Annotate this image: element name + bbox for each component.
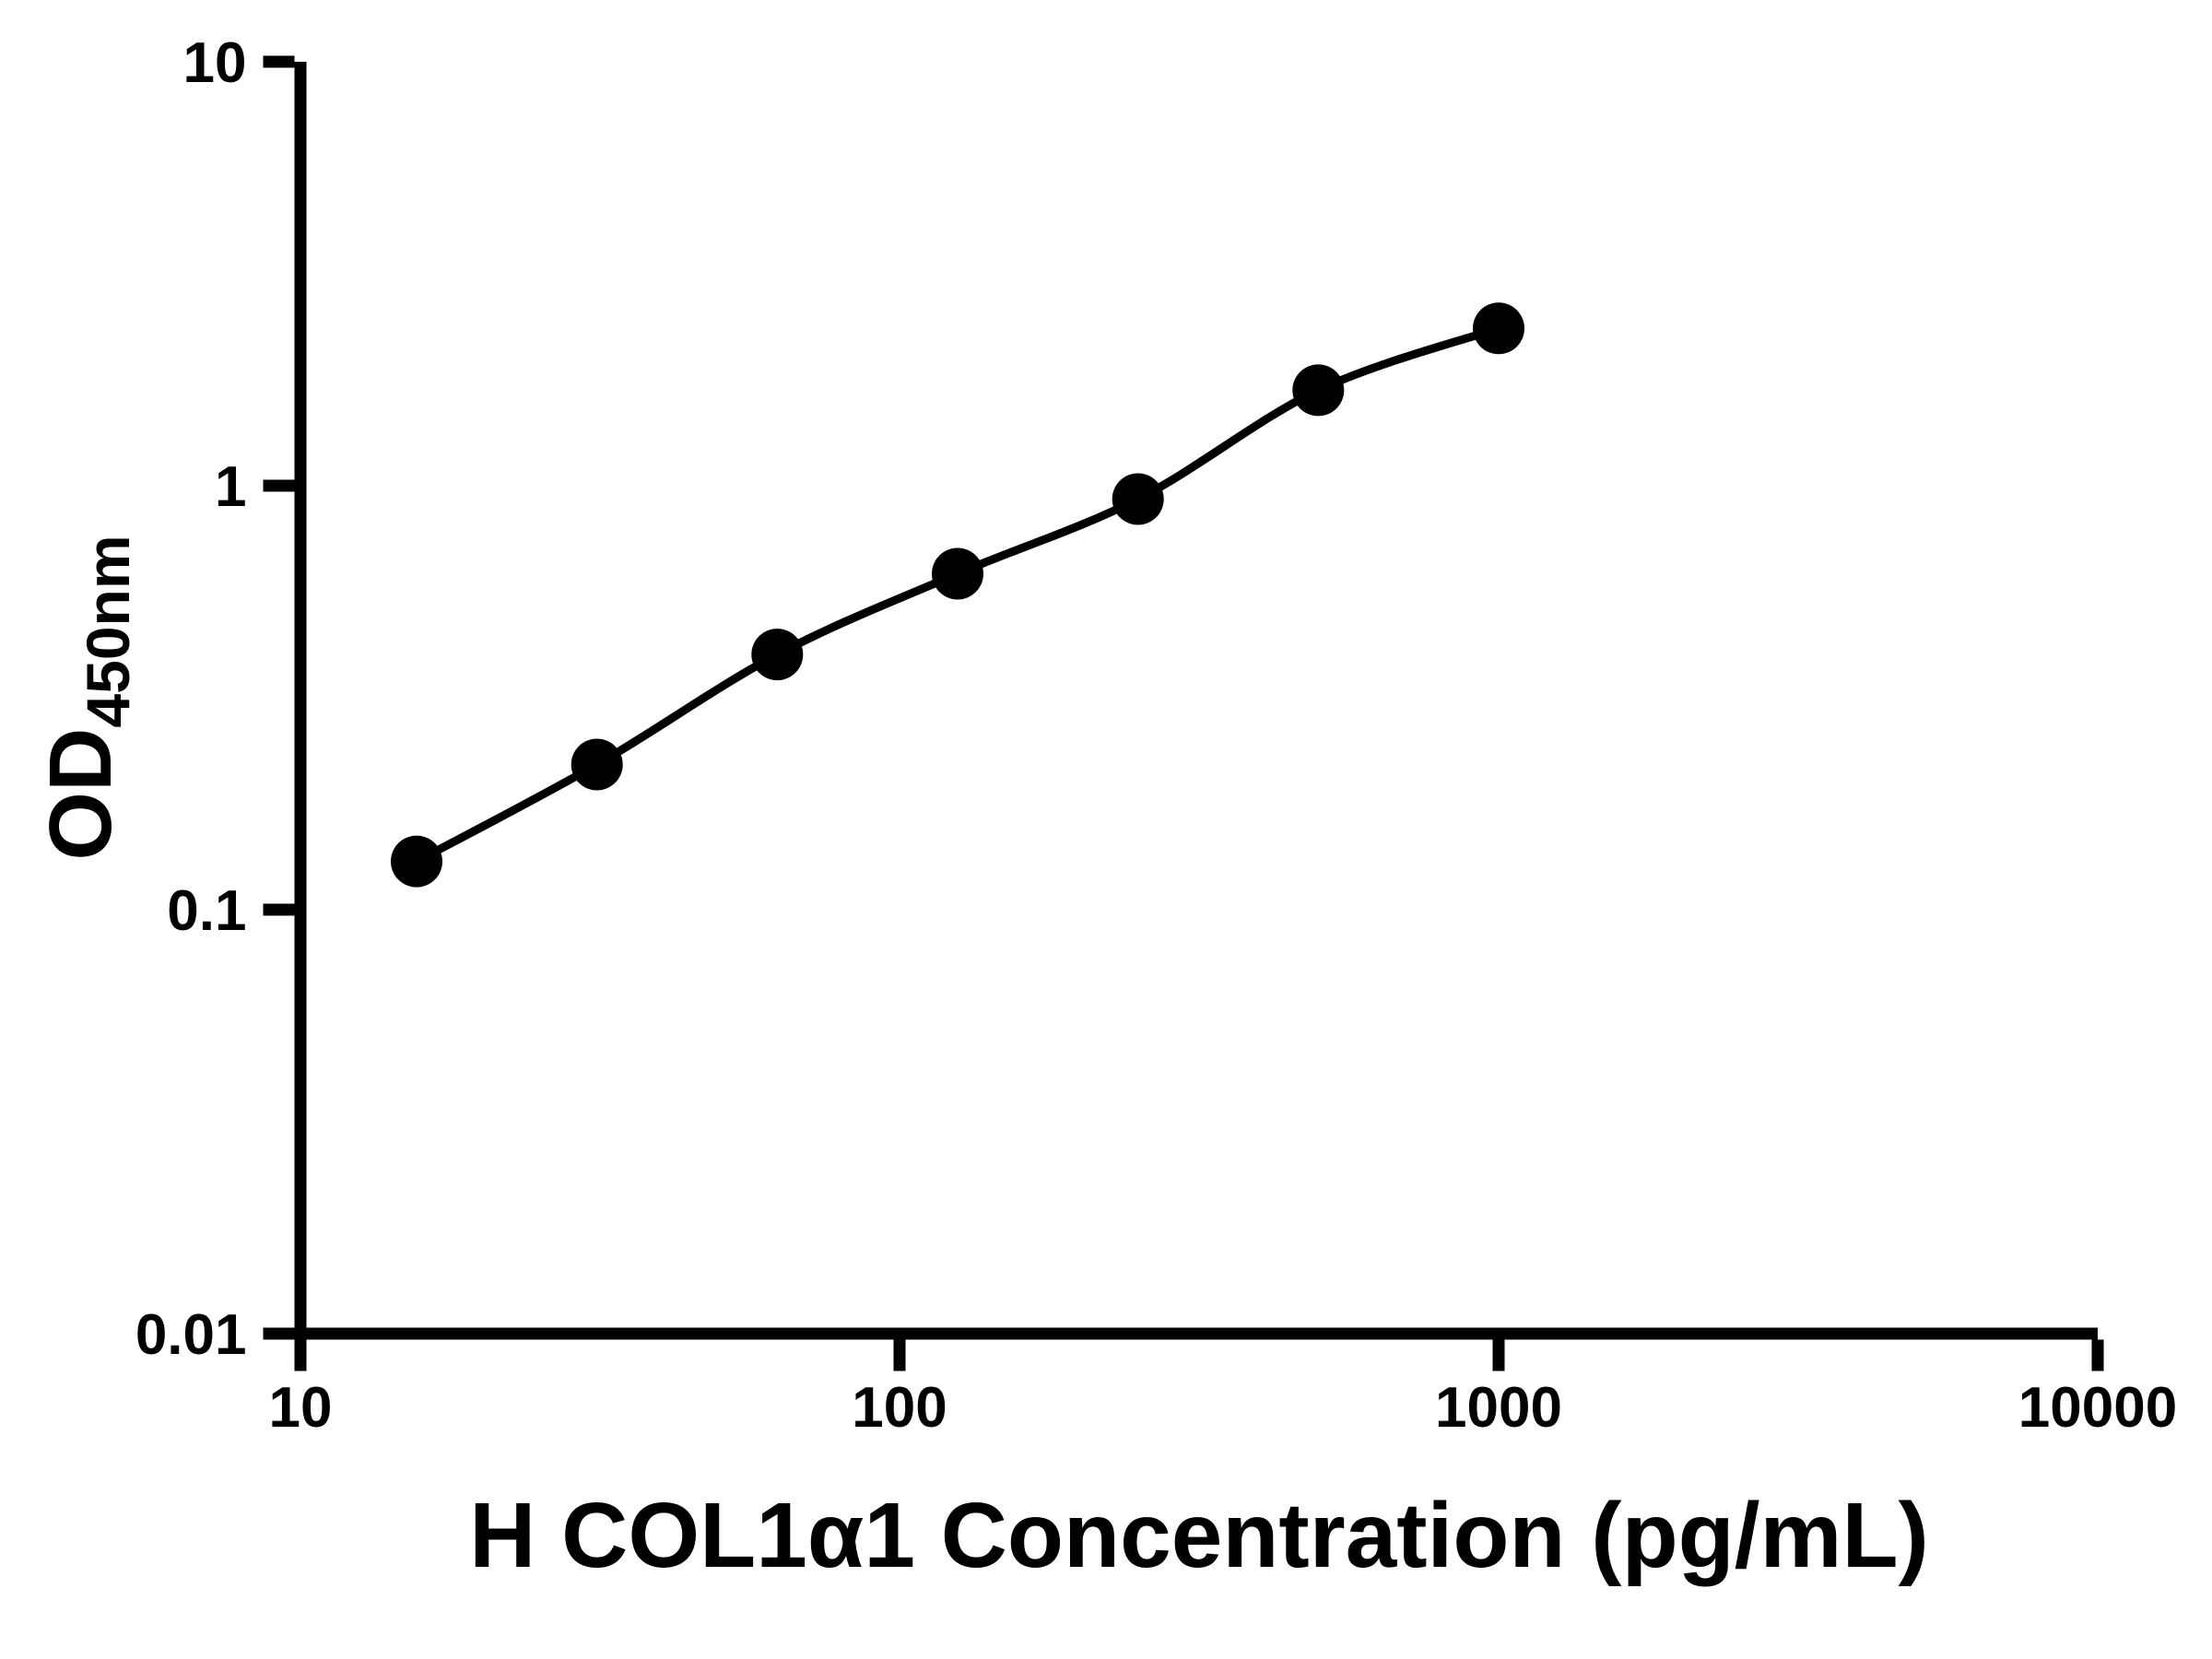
- x-tick-label: 10000: [2018, 1376, 2177, 1440]
- data-point: [932, 547, 983, 600]
- data-point: [1292, 364, 1345, 417]
- y-axis-title: OD450nm: [31, 535, 142, 860]
- x-tick-label: 1000: [1435, 1376, 1562, 1440]
- y-axis-title-sub: 450nm: [74, 535, 142, 727]
- data-point: [391, 835, 442, 888]
- x-axis-title: H COL1α1 Concentration (pg/mL): [469, 1484, 1929, 1587]
- x-tick-label: 10: [269, 1376, 333, 1440]
- data-point: [1473, 302, 1524, 355]
- x-tick-label: 100: [852, 1376, 947, 1440]
- axes: 10 100 1000 10000 0.01 0.1 1 10: [135, 31, 2177, 1440]
- data-point: [751, 629, 804, 681]
- y-tick-label: 0.01: [135, 1303, 247, 1367]
- y-tick-label: 10: [183, 31, 247, 95]
- y-axis-title-main: OD: [31, 728, 130, 861]
- y-tick-label: 1: [215, 455, 246, 519]
- data-point: [1112, 473, 1164, 525]
- y-tick-label: 0.1: [167, 879, 246, 943]
- data-point: [571, 738, 623, 791]
- data-series: [391, 302, 1524, 888]
